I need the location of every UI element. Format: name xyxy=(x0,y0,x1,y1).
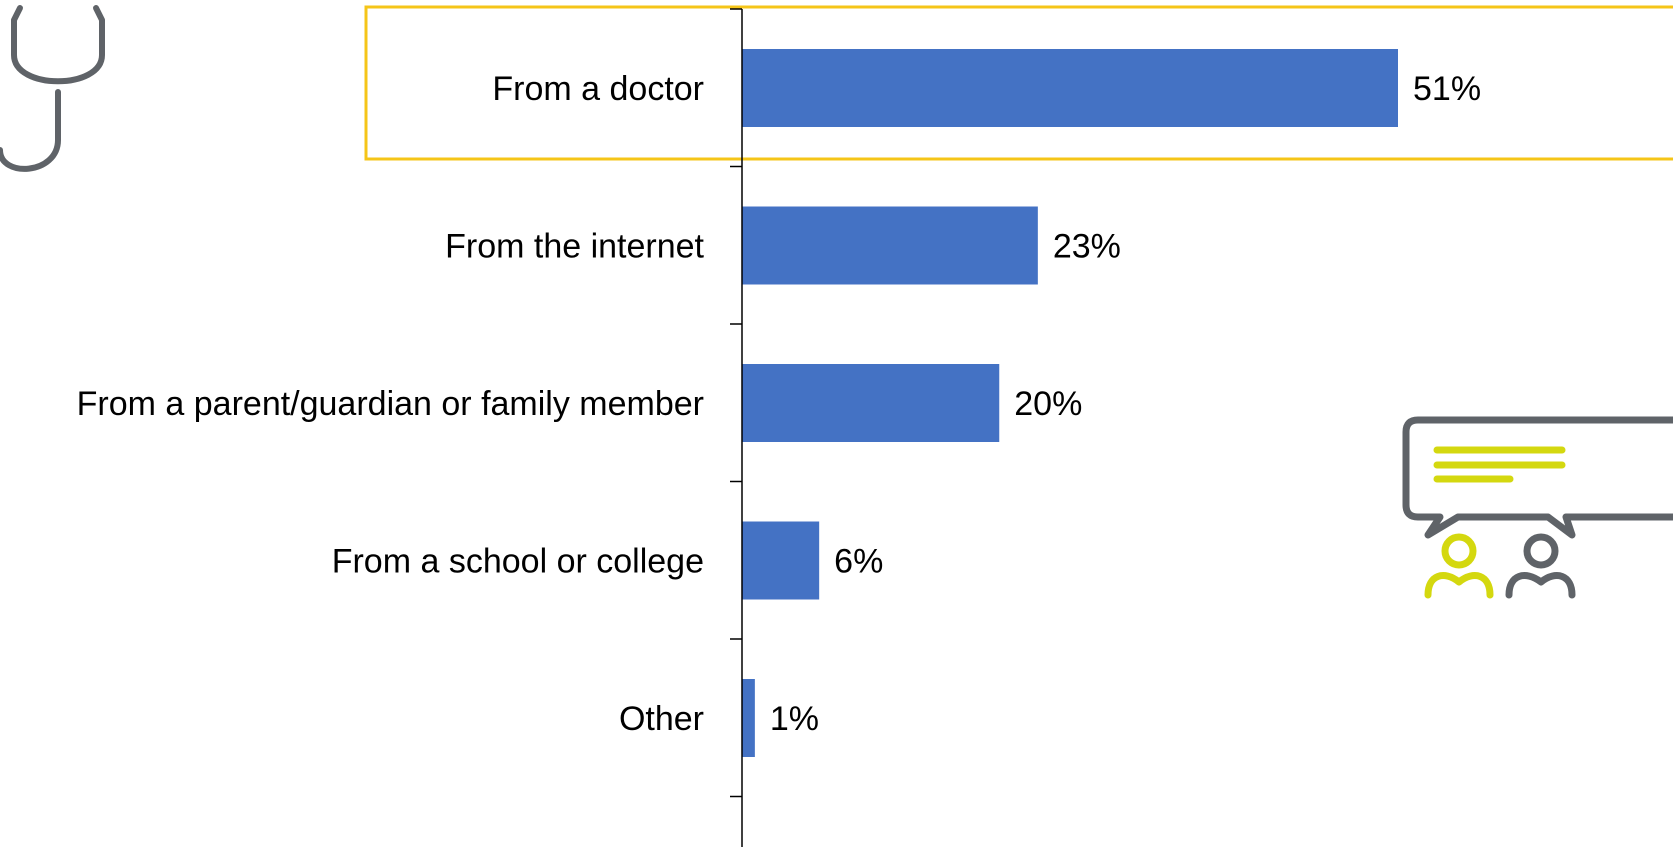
value-label: 51% xyxy=(1413,70,1481,108)
value-labels-group: 51% 23% 20% 6% 1% xyxy=(770,70,1481,738)
highlight-box xyxy=(364,5,1673,161)
category-label: From a doctor xyxy=(492,70,704,108)
bar xyxy=(742,679,755,757)
bar xyxy=(742,206,1038,285)
bars-group xyxy=(742,49,1398,757)
category-label: From the internet xyxy=(445,228,704,266)
bar xyxy=(742,521,820,600)
value-label: 23% xyxy=(1053,228,1121,266)
bar xyxy=(742,49,1398,127)
category-labels-group: From a doctor From the internet From a par… xyxy=(77,70,705,738)
category-label: From a school or college xyxy=(332,543,704,581)
bar xyxy=(742,364,1000,442)
stethoscope-icon xyxy=(0,5,105,172)
value-label: 20% xyxy=(1014,385,1082,423)
y-axis xyxy=(730,8,743,847)
category-label: From a parent/guardian or family member xyxy=(77,385,704,423)
category-label: Other xyxy=(619,700,704,738)
value-label: 1% xyxy=(770,700,819,738)
conversation-icon xyxy=(1402,416,1673,599)
value-label: 6% xyxy=(834,543,883,581)
